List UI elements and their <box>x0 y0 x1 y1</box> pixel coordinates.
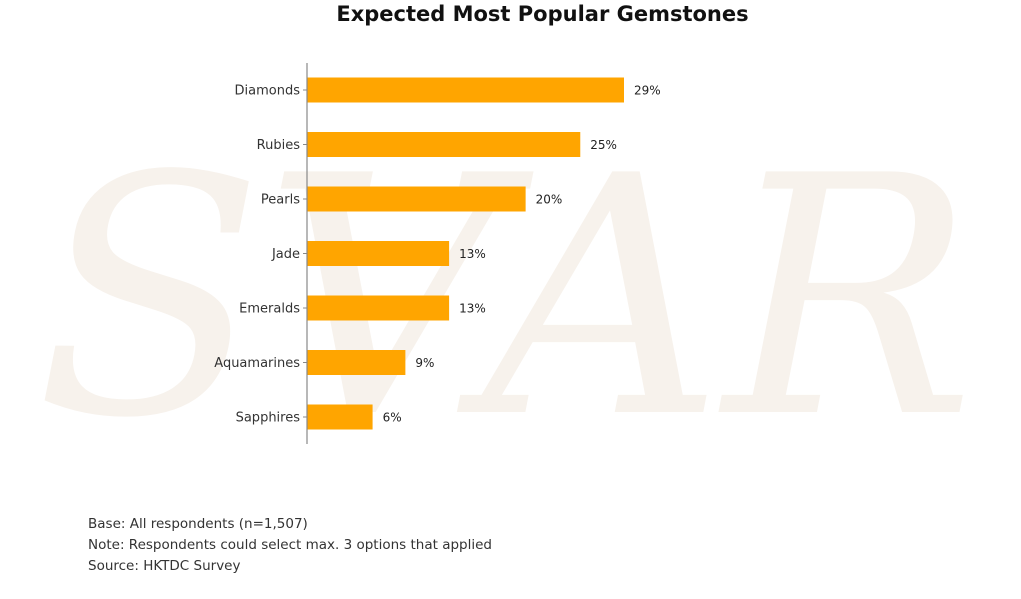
bar-jade <box>307 241 450 266</box>
value-label: 6% <box>383 411 402 425</box>
category-label: Jade <box>271 247 300 262</box>
category-label: Sapphires <box>236 411 301 426</box>
value-label: 20% <box>536 193 563 207</box>
bar-sapphires <box>307 404 373 430</box>
value-label: 9% <box>415 356 434 370</box>
value-label: 13% <box>459 247 486 261</box>
value-label: 29% <box>634 84 661 98</box>
category-label: Rubies <box>257 138 301 153</box>
category-label: Pearls <box>261 193 300 208</box>
category-label: Diamonds <box>235 84 301 99</box>
svg-text:SVAR: SVAR <box>35 106 975 490</box>
footnote-source: Source: HKTDC Survey <box>88 558 241 574</box>
category-label: Aquamarines <box>214 356 300 371</box>
value-label: 25% <box>590 138 617 152</box>
bar-emeralds <box>307 295 450 321</box>
value-label: 13% <box>459 302 486 316</box>
bar-pearls <box>307 186 526 212</box>
footnote-note: Note: Respondents could select max. 3 op… <box>88 537 492 553</box>
footnote-base: Base: All respondents (n=1,507) <box>88 516 308 532</box>
category-label: Emeralds <box>239 302 300 317</box>
bar-diamonds <box>307 77 624 103</box>
bar-rubies <box>307 132 581 157</box>
chart-title: Expected Most Popular Gemstones <box>336 2 749 26</box>
bar-chart: Diamonds 29% Rubies 25% Pearls 20% Jade 13% Emer… <box>214 63 661 444</box>
footnotes: Base: All respondents (n=1,507) Note: Re… <box>88 514 492 577</box>
bar-aquamarines <box>307 350 406 375</box>
